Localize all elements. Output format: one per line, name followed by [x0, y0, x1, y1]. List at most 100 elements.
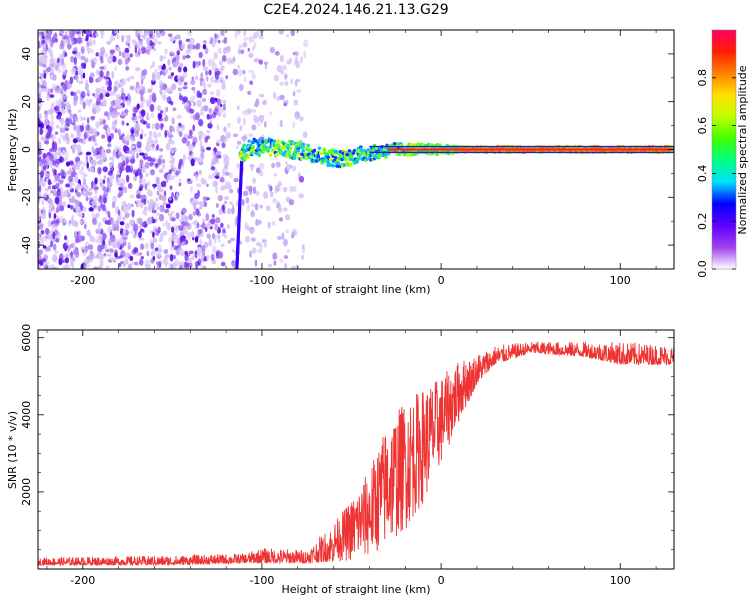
- spectrogram-noise-cell: [106, 177, 110, 184]
- spectrogram-noise-cell: [47, 89, 53, 93]
- spectrogram-noise-cell: [191, 231, 195, 238]
- spectrogram-noise-cell: [102, 166, 108, 173]
- spectrogram-noise-cell: [231, 249, 235, 253]
- spectrogram-noise-cell: [200, 145, 204, 151]
- spectrogram-noise-cell: [55, 124, 60, 129]
- spectrogram-noise-cell: [158, 80, 164, 86]
- spectrogram-noise-cell: [191, 87, 196, 91]
- spectrogram-noise-cell: [107, 135, 112, 143]
- spectrogram-noise-cell: [55, 131, 58, 135]
- spectrogram-noise-cell: [92, 217, 97, 226]
- spectrogram-noise-cell: [164, 254, 171, 258]
- spectrogram-noise-cell: [90, 237, 96, 243]
- spectrogram-noise-cell: [172, 210, 175, 215]
- spectrogram-noise-cell: [223, 36, 228, 45]
- spectrogram-noise-cell: [224, 160, 229, 165]
- spectrogram-noise-cell: [254, 259, 258, 267]
- spectrogram-noise-cell: [252, 33, 256, 39]
- spectrogram-noise-cell: [199, 78, 205, 82]
- spectrogram-noise-cell: [121, 201, 126, 206]
- spectrogram-noise-cell: [117, 209, 121, 216]
- spectrogram-noise-cell: [266, 205, 271, 212]
- spectrogram-noise-cell: [245, 197, 250, 204]
- spectrogram-noise-cell: [39, 73, 43, 80]
- spectrogram-noise-cell: [166, 173, 172, 181]
- spectrogram-noise-cell: [99, 92, 104, 100]
- spectrogram-noise-cell: [229, 172, 233, 179]
- spectrogram-noise-cell: [273, 260, 277, 266]
- spectrogram-noise-cell: [199, 111, 205, 116]
- spectrogram-xtick-label: 100: [610, 274, 631, 287]
- spectrogram-noise-cell: [207, 122, 213, 129]
- spectrogram-noise-cell: [278, 207, 283, 213]
- spectrogram-noise-cell: [237, 69, 243, 77]
- spectrogram-noise-cell: [71, 257, 76, 262]
- spectrogram-noise-cell: [119, 135, 122, 140]
- spectrogram-noise-cell: [283, 238, 288, 247]
- spectrogram-noise-cell: [128, 95, 132, 103]
- spectrogram-signal-cell: [332, 152, 337, 156]
- spectrogram-noise-cell: [248, 133, 254, 138]
- spectrogram-noise-cell: [295, 115, 299, 120]
- spectrogram-noise-cell: [215, 139, 222, 144]
- spectrogram-noise-cell: [143, 198, 147, 205]
- spectrogram-noise-cell: [63, 103, 67, 108]
- spectrogram-signal-cell: [312, 148, 317, 153]
- spectrogram-noise-cell: [55, 183, 60, 190]
- spectrogram-noise-cell: [159, 89, 163, 94]
- spectrogram-noise-cell: [248, 36, 252, 43]
- spectrogram-noise-cell: [184, 215, 189, 223]
- spectrogram-noise-cell: [100, 254, 105, 260]
- spectrogram-noise-cell: [195, 60, 198, 65]
- spectrogram-noise-cell: [299, 116, 304, 122]
- spectrogram-noise-cell: [236, 105, 240, 111]
- spectrogram-noise-cell: [68, 160, 74, 166]
- spectrogram-noise-cell: [155, 247, 159, 251]
- spectrogram-noise-cell: [150, 251, 156, 257]
- spectrogram-noise-cell: [48, 181, 53, 185]
- spectrogram-xtick-label: -200: [70, 274, 95, 287]
- spectrogram-noise-cell: [64, 127, 69, 132]
- spectrogram-noise-cell: [175, 170, 180, 176]
- spectrogram-noise-cell: [156, 252, 162, 257]
- spectrogram-noise-cell: [98, 265, 101, 269]
- spectrogram-noise-cell: [129, 194, 135, 199]
- spectrogram-noise-cell: [192, 124, 196, 132]
- spectrogram-noise-cell: [170, 154, 174, 160]
- spectrogram-noise-cell: [216, 98, 222, 106]
- spectrogram-noise-cell: [200, 105, 204, 114]
- spectrogram-noise-cell: [263, 61, 269, 65]
- spectrogram-noise-cell: [124, 251, 131, 258]
- spectrogram-noise-cell: [200, 201, 205, 207]
- spectrogram-signal-cell: [343, 157, 348, 162]
- spectrogram-noise-cell: [242, 117, 247, 126]
- spectrogram-noise-cell: [75, 90, 81, 94]
- spectrogram-noise-cell: [232, 68, 239, 76]
- spectrogram-noise-cell: [169, 36, 175, 42]
- spectrogram-noise-cell: [42, 206, 46, 212]
- spectrogram-signal-cell: [340, 157, 344, 162]
- spectrogram-noise-cell: [242, 41, 248, 48]
- spectrogram-noise-cell: [55, 99, 59, 104]
- spectrogram-noise-cell: [222, 204, 226, 212]
- spectrogram-noise-cell: [292, 186, 297, 192]
- spectrogram-noise-cell: [172, 254, 177, 260]
- spectrogram-noise-cell: [203, 201, 208, 208]
- spectrogram-noise-cell: [75, 235, 79, 242]
- spectrogram-noise-cell: [49, 120, 55, 126]
- spectrogram-noise-cell: [141, 35, 146, 41]
- spectrogram-noise-cell: [192, 60, 196, 69]
- spectrogram-noise-cell: [58, 156, 64, 163]
- spectrogram-signal-cell: [347, 149, 352, 153]
- spectrogram-noise-cell: [267, 221, 271, 229]
- spectrogram-noise-cell: [115, 111, 121, 116]
- spectrogram-noise-cell: [166, 222, 170, 227]
- colorbar-gradient: [712, 30, 736, 269]
- spectrogram-noise-cell: [257, 122, 260, 127]
- spectrogram-noise-cell: [163, 190, 167, 197]
- spectrogram-noise-cell: [82, 189, 86, 197]
- spectrogram-noise-cell: [93, 266, 99, 269]
- spectrogram-noise-cell: [41, 87, 46, 93]
- spectrogram-noise-cell: [114, 30, 119, 34]
- spectrogram-noise-cell: [110, 218, 115, 225]
